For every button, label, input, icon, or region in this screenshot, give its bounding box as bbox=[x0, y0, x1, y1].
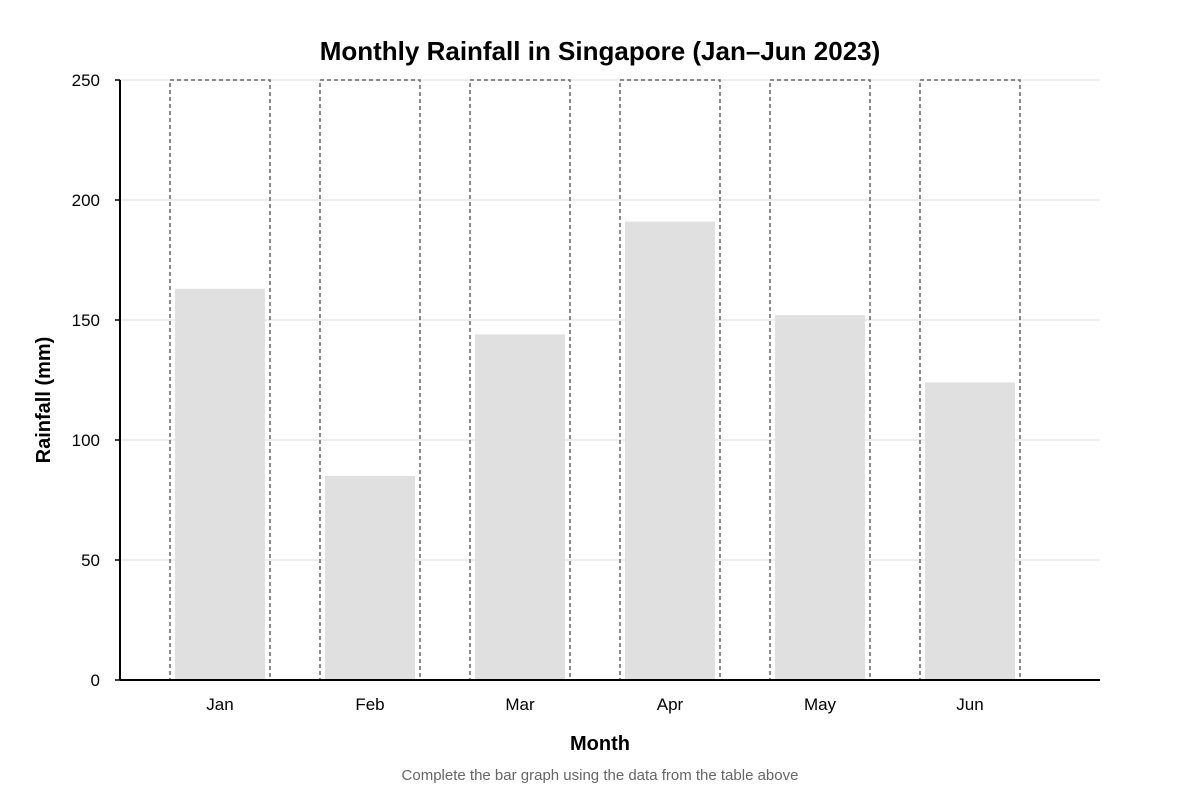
x-tick-label: Jun bbox=[956, 695, 983, 714]
chart-caption: Complete the bar graph using the data fr… bbox=[402, 767, 799, 784]
x-tick-label: May bbox=[804, 695, 837, 714]
y-axis-label: Rainfall (mm) bbox=[33, 337, 55, 464]
bar-jan bbox=[175, 288, 265, 680]
y-tick-label: 50 bbox=[81, 551, 100, 570]
bar-mar bbox=[475, 334, 565, 680]
x-tick-label: Feb bbox=[355, 695, 384, 714]
x-tick-label: Apr bbox=[657, 695, 684, 714]
y-tick-label: 200 bbox=[72, 191, 100, 210]
x-tick-labels: Jan Feb Mar Apr May Jun bbox=[206, 695, 983, 714]
x-tick-label: Jan bbox=[206, 695, 233, 714]
bar-jun bbox=[925, 382, 1015, 680]
bar-apr bbox=[625, 221, 715, 680]
bar-feb bbox=[325, 476, 415, 680]
y-tick-label: 0 bbox=[91, 671, 100, 690]
placeholder-bars bbox=[169, 79, 1021, 681]
x-tick-label: Mar bbox=[505, 695, 535, 714]
y-tick-labels: 050100150200250300 bbox=[72, 71, 100, 690]
y-tick-label: 100 bbox=[72, 431, 100, 450]
bar-may bbox=[775, 315, 865, 680]
x-axis-label: Month bbox=[570, 733, 630, 755]
chart-title: Monthly Rainfall in Singapore (Jan–Jun 2… bbox=[320, 36, 881, 66]
y-tick-label: 150 bbox=[72, 311, 100, 330]
axes bbox=[115, 79, 1100, 681]
y-tick-label: 250 bbox=[72, 71, 100, 90]
bars bbox=[175, 221, 1015, 680]
